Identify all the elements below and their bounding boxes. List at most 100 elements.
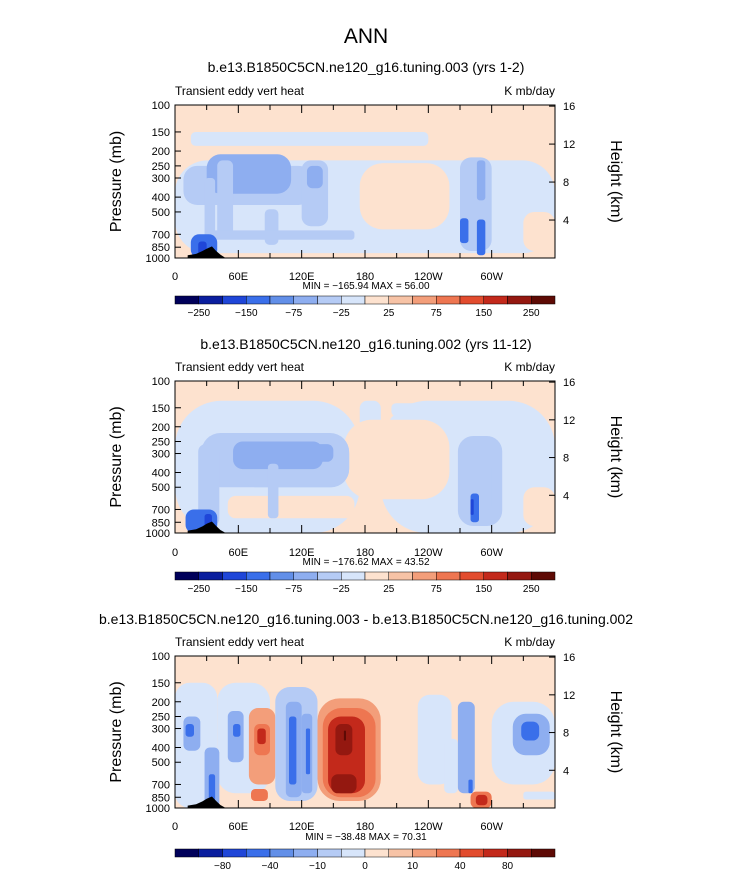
- contour-region: [475, 794, 488, 806]
- colorbar-swatch: [531, 848, 556, 858]
- lon-tick-label: 0: [172, 271, 178, 283]
- contour-region: [470, 499, 474, 515]
- pressure-axis-label: Pressure (mb): [108, 131, 125, 232]
- colorbar-swatch: [317, 848, 342, 858]
- units-label: K mb/day: [504, 84, 555, 98]
- contour-region: [523, 791, 555, 800]
- lon-tick-label: 180: [356, 821, 374, 833]
- colorbar-label: −150: [235, 308, 258, 319]
- pressure-tick-label: 100: [152, 100, 170, 112]
- contour-region: [523, 211, 555, 251]
- colorbar-swatch: [459, 571, 484, 581]
- colorbar-label: −150: [235, 584, 258, 595]
- colorbar-swatch: [364, 295, 389, 305]
- pressure-tick-label: 500: [152, 757, 170, 769]
- contour-region: [185, 723, 194, 737]
- pressure-tick-label: 250: [152, 436, 170, 448]
- colorbar-label: 150: [475, 584, 492, 595]
- pressure-tick-label: 850: [152, 792, 170, 804]
- height-tick-label: 12: [563, 139, 575, 151]
- colorbar-swatch: [246, 571, 271, 581]
- colorbar-swatch: [174, 571, 199, 581]
- pressure-tick-label: 100: [152, 651, 170, 663]
- topography: [187, 246, 225, 258]
- height-tick-label: 8: [563, 177, 569, 189]
- colorbar-swatch: [364, 848, 389, 858]
- topography: [187, 796, 225, 808]
- height-tick-label: 12: [563, 690, 575, 702]
- contour-region: [233, 723, 241, 737]
- pressure-tick-label: 1000: [146, 253, 170, 265]
- lon-tick-label: 60W: [480, 821, 503, 833]
- lon-tick-label: 60W: [480, 547, 503, 559]
- contour-region: [306, 165, 323, 189]
- colorbar-swatch: [293, 571, 318, 581]
- contour-region: [208, 774, 216, 802]
- colorbar-label: 250: [523, 308, 540, 319]
- colorbar-label: −25: [333, 584, 350, 595]
- colorbar-label: 10: [407, 861, 419, 872]
- pressure-axis-label: Pressure (mb): [108, 681, 125, 782]
- pressure-tick-label: 500: [152, 482, 170, 494]
- colorbar-swatch: [483, 295, 508, 305]
- contour-region: [343, 419, 450, 500]
- height-tick-label: 4: [563, 765, 569, 777]
- colorbar-label: −80: [214, 861, 231, 872]
- pressure-tick-label: 250: [152, 161, 170, 173]
- colorbar-swatch: [531, 295, 556, 305]
- min-max-stats: MIN = −165.94 MAX = 56.00: [302, 281, 429, 292]
- height-tick-label: 4: [563, 490, 569, 502]
- lon-tick-label: 60W: [480, 271, 503, 283]
- colorbar: −80 −40 −10 0 10 40 80: [174, 848, 556, 872]
- lon-tick-label: 60E: [229, 547, 249, 559]
- contour-region: [251, 789, 268, 802]
- colorbar-swatch: [436, 848, 461, 858]
- contour-region: [476, 160, 486, 201]
- height-tick-label: 8: [563, 728, 569, 740]
- contour-region: [267, 463, 279, 519]
- contour-region: [457, 701, 475, 794]
- figure-title: ANN: [344, 25, 388, 48]
- contour-region: [305, 728, 311, 775]
- pressure-tick-label: 400: [152, 192, 170, 204]
- height-tick-label: 16: [563, 377, 575, 389]
- panel-title: b.e13.B1850C5CN.ne120_g16.tuning.003 (yr…: [208, 59, 525, 75]
- height-tick-label: 4: [563, 215, 569, 227]
- colorbar-swatch: [222, 295, 247, 305]
- contour-region: [481, 463, 492, 510]
- field-label: Transient eddy vert heat: [175, 635, 305, 649]
- colorbar-swatch: [198, 848, 223, 858]
- colorbar-swatch: [198, 571, 223, 581]
- contour-region: [331, 774, 357, 794]
- colorbar-swatch: [388, 571, 413, 581]
- colorbar-swatch: [412, 571, 437, 581]
- colorbar-swatch: [459, 295, 484, 305]
- colorbar-swatch: [507, 848, 532, 858]
- pressure-tick-label: 150: [152, 127, 170, 139]
- contour-region: [257, 728, 266, 745]
- pressure-tick-label: 300: [152, 449, 170, 461]
- colorbar-swatch: [246, 295, 271, 305]
- contour-region: [417, 694, 452, 785]
- colorbar-label: 75: [431, 308, 443, 319]
- colorbar-swatch: [483, 848, 508, 858]
- colorbar-label: 25: [383, 308, 395, 319]
- contour-field: [175, 105, 555, 258]
- contour-region: [175, 656, 555, 679]
- panel-3: b.e13.B1850C5CN.ne120_g16.tuning.003 - b…: [99, 611, 633, 872]
- colorbar: −250 −150 −75 −25 25 75 150 250: [174, 571, 556, 595]
- lon-tick-label: 120W: [414, 271, 443, 283]
- contour-region: [206, 230, 355, 240]
- colorbar-swatch: [507, 571, 532, 581]
- pressure-tick-label: 1000: [146, 803, 170, 815]
- colorbar-swatch: [507, 295, 532, 305]
- pressure-tick-label: 700: [152, 779, 170, 791]
- colorbar-swatch: [317, 295, 342, 305]
- contour-region: [521, 721, 540, 741]
- height-axis-label: Height (km): [607, 416, 624, 499]
- topography: [187, 521, 225, 533]
- pressure-tick-label: 200: [152, 422, 170, 434]
- colorbar-swatch: [174, 295, 199, 305]
- pressure-tick-label: 200: [152, 146, 170, 158]
- pressure-tick-label: 250: [152, 711, 170, 723]
